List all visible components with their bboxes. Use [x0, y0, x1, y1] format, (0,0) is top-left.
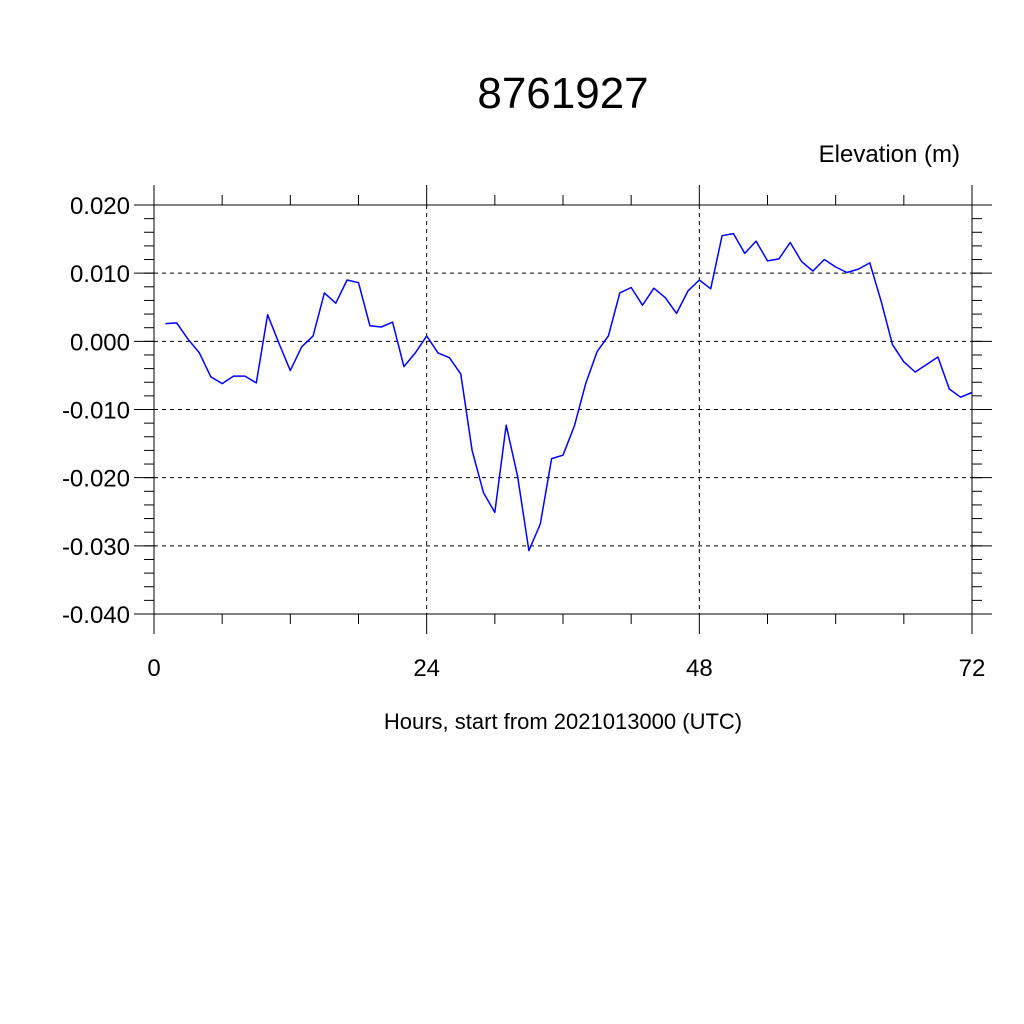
y-tick-label: -0.010 [62, 398, 130, 425]
y-tick-label: 0.020 [70, 193, 130, 220]
y-tick-label: -0.020 [62, 466, 130, 493]
y-tick-label: 0.010 [70, 261, 130, 288]
series-layer [165, 232, 973, 552]
x-axis-label: Hours, start from 2021013000 (UTC) [384, 709, 742, 734]
y-tick-label: -0.040 [62, 602, 130, 629]
x-tick-label: 48 [686, 655, 713, 682]
series-line [165, 232, 973, 552]
x-tick-label: 0 [147, 655, 160, 682]
chart-title: 8761927 [477, 69, 648, 118]
y-tick-label: 0.000 [70, 329, 130, 356]
y-axis-label: Elevation (m) [819, 141, 960, 168]
axis-ticks [134, 185, 992, 634]
plot-frame [153, 204, 973, 615]
y-tick-label: -0.030 [62, 534, 130, 561]
x-tick-label: 24 [413, 655, 440, 682]
x-tick-label: 72 [959, 655, 986, 682]
tick-labels: 0.020 0.010 0.000 -0.010 -0.020 -0.030 -0.040 0… [62, 193, 985, 682]
